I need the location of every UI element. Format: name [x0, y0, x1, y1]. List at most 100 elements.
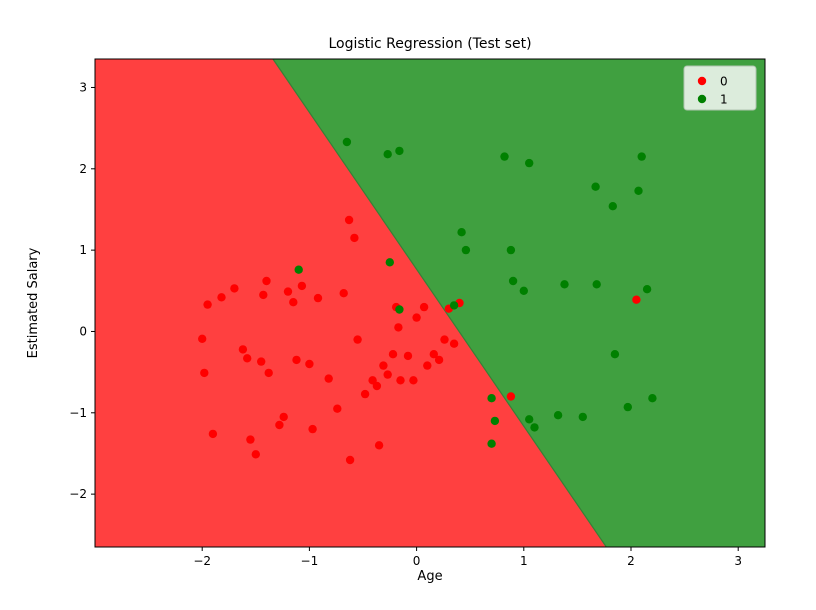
y-axis-tick-label: −1 — [69, 406, 87, 420]
scatter-point-class0 — [283, 287, 293, 296]
decision-boundary — [272, 58, 607, 548]
scatter-point-class0 — [297, 281, 307, 291]
scatter-point-class0 — [379, 361, 388, 370]
scatter-point-class0 — [345, 455, 355, 465]
legend-swatch-class1 — [697, 94, 707, 104]
scatter-point-class1 — [608, 202, 617, 211]
scatter-point-class1 — [637, 152, 646, 161]
scatter-point-class1 — [623, 402, 632, 412]
scatter-point-class1 — [634, 186, 643, 195]
scatter-point-class0 — [339, 289, 348, 298]
scatter-point-class0 — [374, 441, 384, 450]
scatter-point-class0 — [396, 376, 405, 385]
legend: 01 — [683, 65, 757, 111]
x-axis-label: Age — [417, 569, 442, 584]
scatter-point-class1 — [383, 150, 392, 159]
legend-label-class1: 1 — [720, 93, 728, 107]
scatter-point-class0 — [434, 355, 444, 365]
scatter-point-class0 — [264, 368, 273, 378]
scatter-point-class1 — [578, 412, 587, 422]
y-axis-tick-label: −2 — [69, 487, 87, 501]
scatter-point-class1 — [560, 280, 569, 289]
scatter-point-class1 — [591, 182, 600, 191]
scatter-point-class0 — [388, 350, 398, 359]
scatter-point-class0 — [409, 376, 418, 385]
scatter-point-class0 — [292, 355, 301, 365]
scatter-point-class0 — [262, 276, 271, 286]
y-axis-tick-label: 2 — [79, 162, 87, 176]
axes-frame — [94, 58, 766, 548]
scatter-point-class0 — [308, 424, 317, 434]
scatter-point-class0 — [429, 350, 438, 359]
scatter-point-class0 — [217, 293, 226, 302]
scatter-point-class0 — [383, 370, 392, 379]
scatter-point-class1 — [525, 158, 534, 168]
scatter-point-class1 — [642, 285, 652, 294]
scatter-point-class1 — [395, 146, 404, 156]
scatter-point-class0 — [360, 389, 370, 399]
scatter-point-class0 — [344, 215, 354, 225]
scatter-point-class0 — [394, 323, 403, 332]
scatter-point-class0 — [200, 368, 209, 378]
scatter-point-class0 — [203, 300, 212, 309]
y-axis-tick-label: 3 — [79, 80, 87, 94]
x-axis-tick-label: −2 — [193, 554, 211, 568]
scatter-point-class0 — [324, 374, 333, 383]
x-axis-tick-label: 2 — [627, 554, 635, 568]
chart-title: Logistic Regression (Test set) — [328, 36, 531, 52]
scatter-point-class0 — [419, 302, 429, 312]
y-axis-tick-label: 1 — [79, 243, 87, 257]
scatter-point-class0 — [259, 290, 268, 300]
scatter-point-class0 — [208, 429, 218, 439]
scatter-point-class0 — [198, 334, 207, 343]
scatter-point-class0 — [423, 361, 432, 370]
scatter-point-class1 — [525, 415, 534, 424]
scatter-point-class1 — [500, 152, 509, 161]
scatter-point-class0 — [449, 339, 459, 348]
scatter-point-class0 — [440, 335, 449, 344]
scatter-point-class0 — [257, 357, 266, 366]
scatter-point-class1 — [592, 280, 601, 289]
scatter-point-class1 — [342, 137, 352, 147]
decision-region-red — [95, 59, 607, 547]
scatter-point-class1 — [530, 423, 539, 432]
y-axis-tick-label: 0 — [79, 324, 87, 338]
scatter-point-class0 — [230, 284, 239, 293]
scatter-point-class0 — [350, 233, 359, 243]
scatter-point-class1 — [294, 265, 303, 274]
y-axis-label: Estimated Salary — [26, 247, 41, 358]
scatter-point-class0 — [372, 381, 382, 391]
scatter-point-class0 — [275, 420, 284, 430]
x-axis-tick-label: 0 — [413, 554, 421, 568]
scatter-series-class0 — [198, 215, 641, 465]
scatter-point-class1 — [519, 286, 528, 295]
x-axis-tick-label: 3 — [734, 554, 742, 568]
scatter-point-class1 — [461, 245, 471, 255]
scatter-point-class0 — [243, 354, 252, 363]
scatter-point-class1 — [648, 394, 657, 403]
scatter-point-class1 — [457, 228, 466, 237]
scatter-point-class0 — [506, 392, 516, 401]
scatter-point-class1 — [487, 394, 496, 403]
scatter-point-class0 — [305, 359, 314, 369]
scatter-point-class1 — [508, 276, 518, 286]
decision-region-green — [272, 59, 765, 547]
scatter-point-class0 — [333, 404, 342, 413]
scatter-point-class0 — [632, 295, 641, 304]
x-axis-tick-label: 1 — [520, 554, 528, 568]
scatter-point-class0 — [412, 313, 421, 322]
scatter-series-class1 — [294, 137, 657, 448]
scatter-point-class0 — [238, 345, 248, 354]
scatter-point-class0 — [313, 293, 323, 303]
scatter-point-class0 — [251, 450, 260, 459]
legend-label-class0: 0 — [720, 75, 728, 89]
scatter-point-class1 — [395, 305, 404, 314]
scatter-point-class1 — [553, 411, 563, 420]
scatter-point-class1 — [490, 416, 500, 426]
legend-swatch-class0 — [697, 76, 707, 86]
scatter-point-class1 — [610, 350, 620, 359]
scatter-point-class1 — [487, 439, 496, 448]
